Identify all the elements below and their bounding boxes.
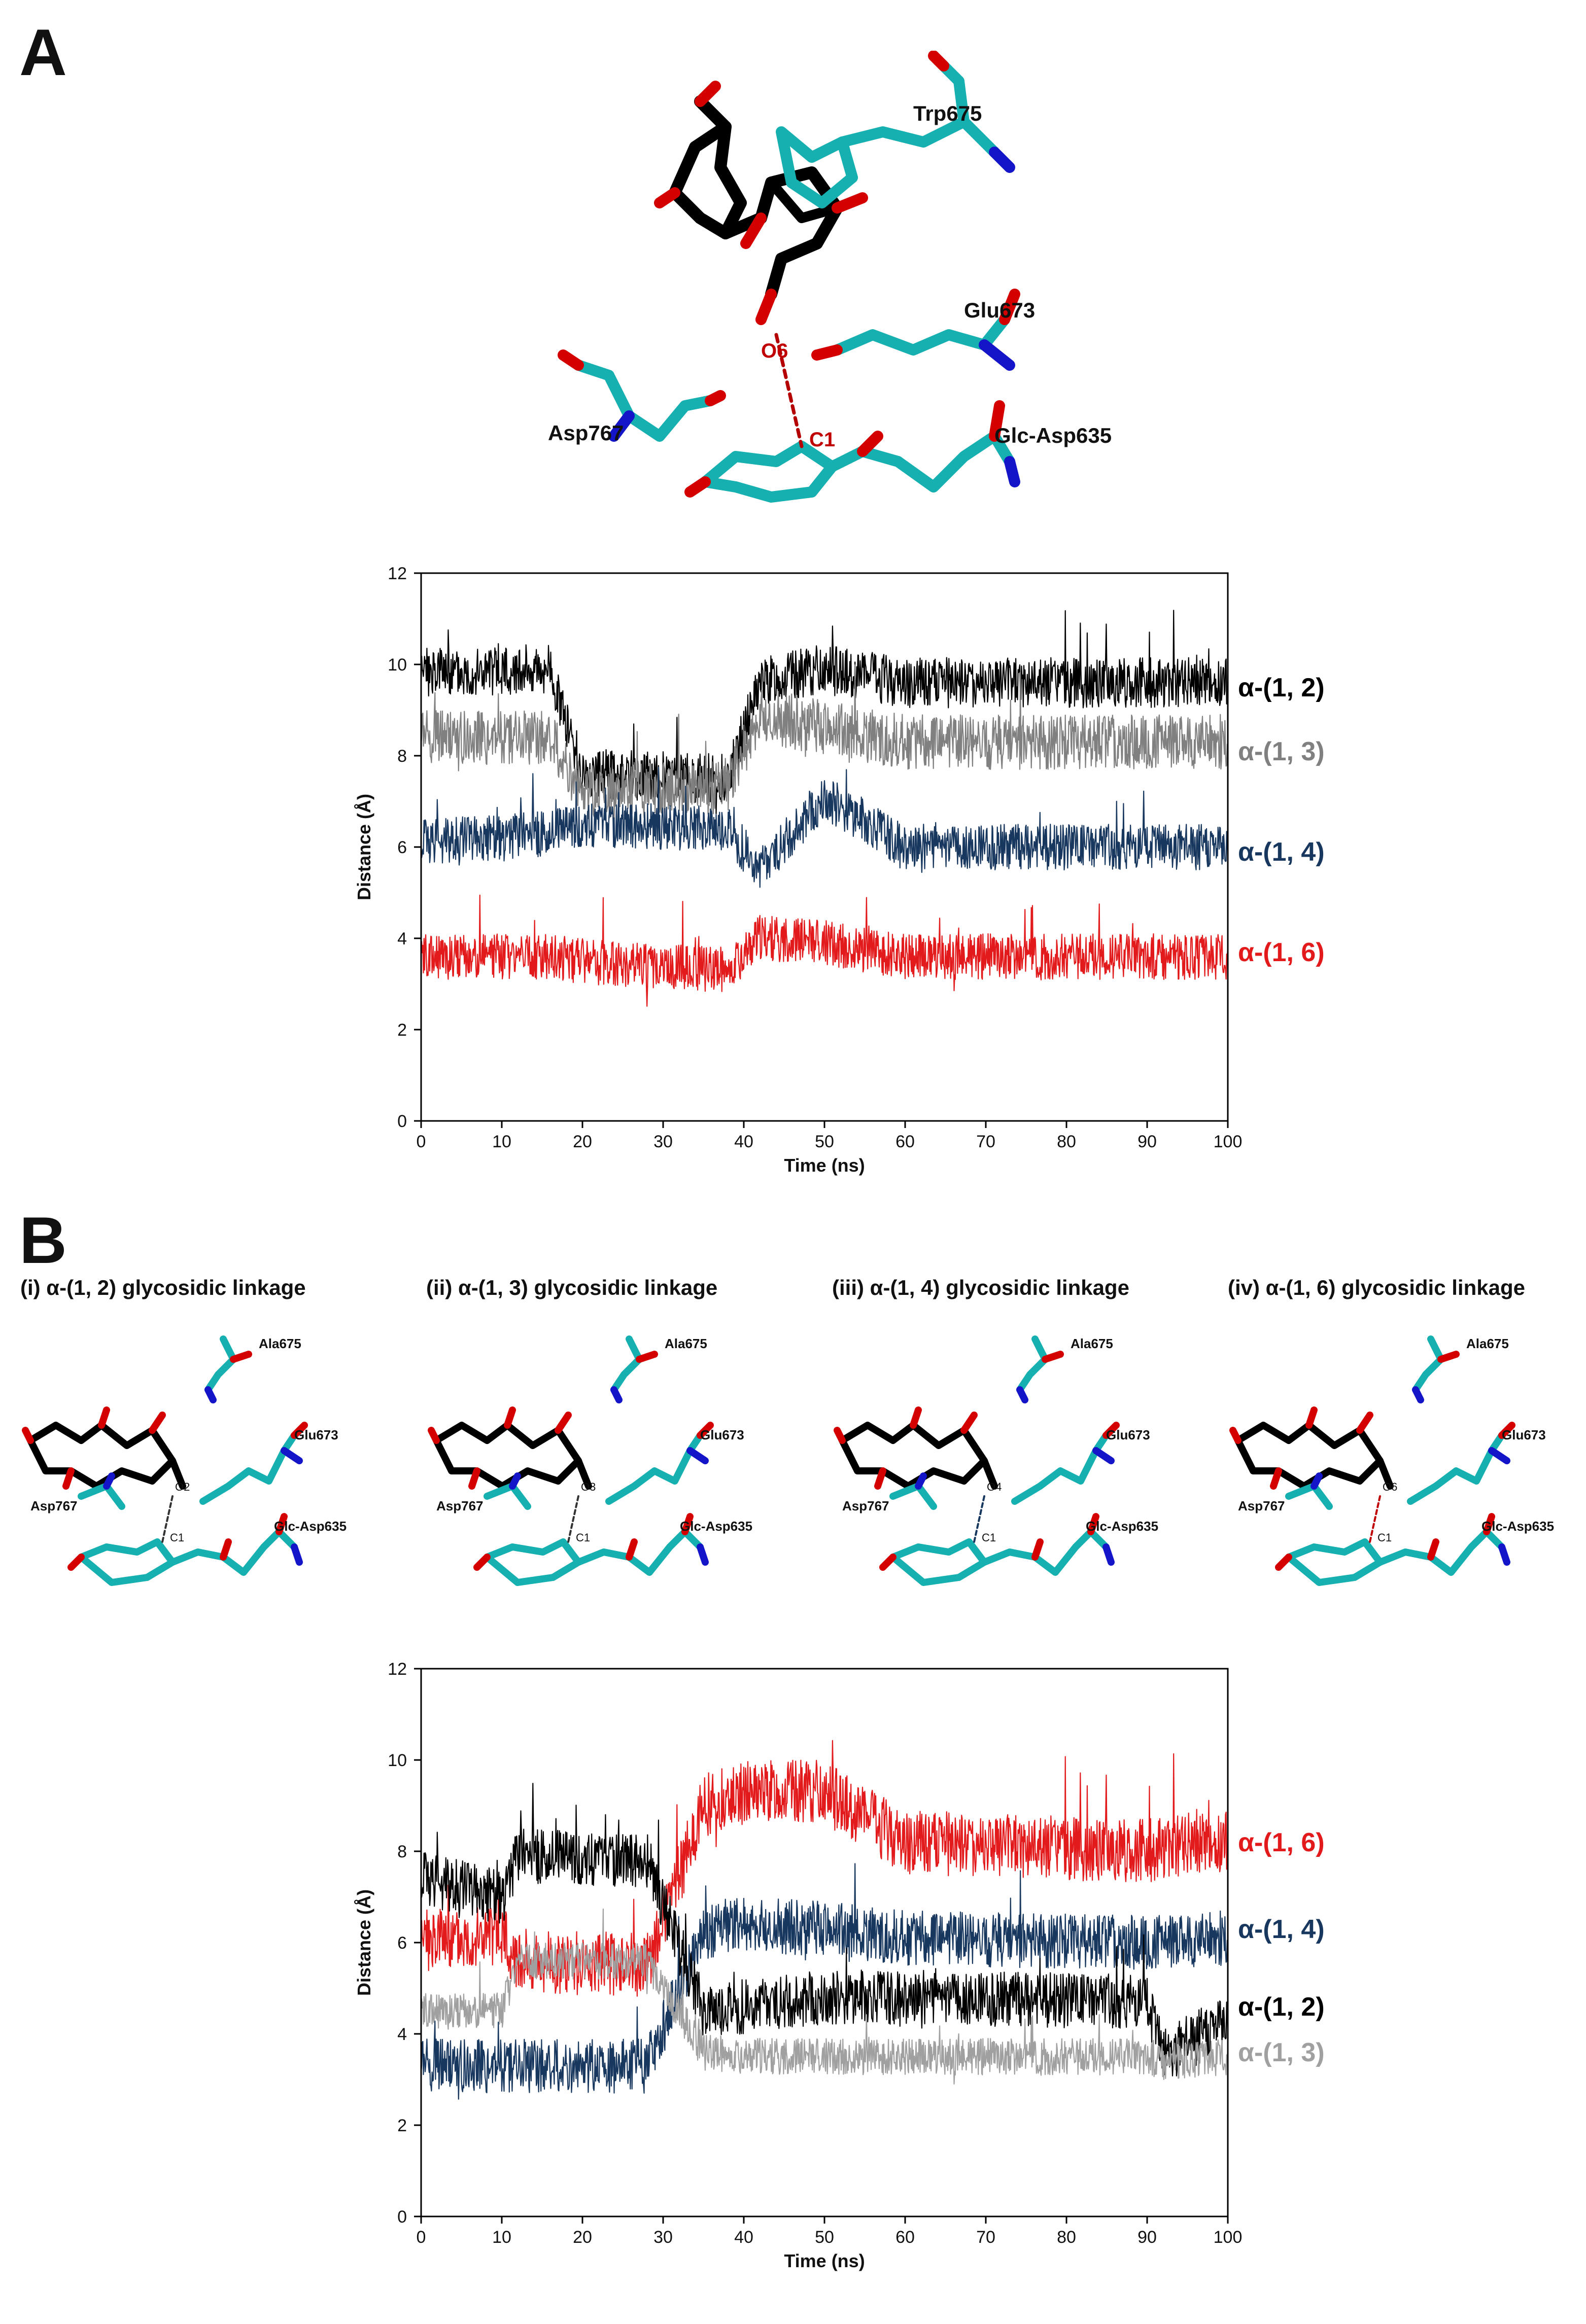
series-line-2 [420, 1863, 1229, 2100]
series-line-3 [420, 766, 1229, 888]
x-tick-label: 0 [417, 1132, 426, 1151]
x-tick-label: 20 [573, 1132, 592, 1151]
panel-a-letter: A [19, 15, 67, 89]
ala675-label-2: Ala675 [665, 1336, 707, 1351]
x-tick-label: 20 [573, 2228, 592, 2247]
x-tick-label: 70 [976, 2228, 995, 2247]
legend-label-2: α-(1, 4) [1238, 1915, 1325, 1944]
c1-atom-label-4: C1 [1377, 1531, 1392, 1544]
x-tick-label: 50 [815, 2228, 834, 2247]
c1-atom-label-1: C1 [170, 1531, 185, 1544]
series-line-1 [420, 610, 1229, 815]
legend-label-1: α-(1, 2) [1238, 673, 1325, 702]
y-tick-label: 4 [397, 929, 407, 948]
y-tick-label: 12 [388, 1660, 407, 1679]
x-tick-label: 60 [895, 2228, 915, 2247]
legend-label-4: α-(1, 6) [1238, 938, 1325, 967]
o-atom-label-4: O6 [1383, 1481, 1398, 1493]
o-atom-label-2: O3 [581, 1481, 596, 1493]
ala675-label-3: Ala675 [1071, 1336, 1113, 1351]
ala675-label-1: Ala675 [259, 1336, 301, 1351]
glu673-label-3: Glu673 [1106, 1427, 1150, 1442]
y-axis-title: Distance (Å) [354, 794, 374, 900]
x-tick-label: 90 [1137, 1132, 1157, 1151]
y-tick-label: 0 [397, 1112, 407, 1131]
series-line-4 [421, 1908, 1229, 2085]
legend-label-4: α-(1, 3) [1238, 2038, 1325, 2067]
y-tick-label: 2 [397, 2116, 407, 2135]
subtitle-iii: (iii) α-(1, 4) glycosidic linkage [832, 1276, 1129, 1299]
x-tick-label: 10 [492, 2228, 511, 2247]
glc-asp635-label: Glc-Asp635 [994, 424, 1112, 447]
x-tick-label: 80 [1057, 1132, 1076, 1151]
chart-a: 0 2 4 6 8 10 12 0 10 20 30 40 50 60 70 80 90 100 Time (ns)… [354, 564, 1325, 1176]
x-tick-label: 80 [1057, 2228, 1076, 2247]
x-tick-label: 60 [895, 1132, 915, 1151]
glc-asp635-label-3: Glc-Asp635 [1086, 1519, 1159, 1534]
y-tick-label: 10 [388, 655, 407, 675]
structure-1 [22, 1335, 308, 1586]
glu673-label-4: Glu673 [1502, 1427, 1546, 1442]
panel-b-letter: B [19, 1203, 67, 1277]
x-tick-label: 0 [417, 2228, 426, 2247]
y-tick-label: 12 [388, 564, 407, 583]
y-tick-label: 0 [397, 2207, 407, 2227]
x-tick-label: 100 [1214, 1132, 1243, 1151]
trp675-label: Trp675 [913, 101, 982, 125]
legend-label-1: α-(1, 6) [1238, 1828, 1325, 1857]
glu673-label-1: Glu673 [294, 1427, 338, 1442]
glu673-label: Glu673 [964, 298, 1036, 322]
y-tick-label: 2 [397, 1020, 407, 1040]
x-tick-label: 30 [653, 1132, 673, 1151]
series-line-3 [420, 1783, 1229, 2076]
subtitle-i: (i) α-(1, 2) glycosidic linkage [20, 1276, 306, 1299]
glc-asp635-label-1: Glc-Asp635 [274, 1519, 347, 1534]
subtitle-iv: (iv) α-(1, 6) glycosidic linkage [1228, 1276, 1525, 1299]
asp767-label-1: Asp767 [30, 1498, 78, 1513]
glc-asp635-label-2: Glc-Asp635 [680, 1519, 753, 1534]
y-tick-label: 8 [397, 747, 407, 766]
o-atom-label-3: O4 [987, 1481, 1002, 1493]
y-axis-title: Distance (Å) [354, 1889, 374, 1996]
y-tick-label: 6 [397, 838, 407, 857]
asp767-label-3: Asp767 [842, 1498, 889, 1513]
subtitle-ii: (ii) α-(1, 3) glycosidic linkage [426, 1276, 718, 1299]
asp767-label-4: Asp767 [1238, 1498, 1285, 1513]
ala675-label-4: Ala675 [1466, 1336, 1509, 1351]
c1-label: C1 [809, 429, 835, 451]
series-line-4 [421, 894, 1229, 1007]
x-tick-label: 90 [1137, 2228, 1157, 2247]
c1-atom-label-2: C1 [576, 1531, 591, 1544]
y-tick-label: 4 [397, 2025, 407, 2044]
glc-asp635-label-4: Glc-Asp635 [1481, 1519, 1555, 1534]
structure-3 [834, 1335, 1120, 1586]
x-axis-title: Time (ns) [784, 2250, 865, 2271]
asp767-label: Asp767 [548, 421, 624, 445]
legend-label-3: α-(1, 4) [1238, 837, 1325, 867]
chart-b: 0 2 4 6 8 10 12 0 10 20 30 40 50 60 70 80 90 100 Time (ns)… [354, 1660, 1325, 2271]
asp767-label-2: Asp767 [436, 1498, 484, 1513]
x-axis-title: Time (ns) [784, 1155, 865, 1176]
x-tick-label: 10 [492, 1132, 511, 1151]
x-tick-label: 40 [734, 2228, 753, 2247]
x-tick-label: 70 [976, 1132, 995, 1151]
structure-2 [428, 1335, 714, 1586]
x-tick-label: 50 [815, 1132, 834, 1151]
glu673-label-2: Glu673 [700, 1427, 744, 1442]
y-tick-label: 10 [388, 1751, 407, 1770]
structure-4 [1229, 1335, 1515, 1586]
legend-label-2: α-(1, 3) [1238, 737, 1325, 766]
c1-atom-label-3: C1 [982, 1531, 996, 1544]
x-tick-label: 30 [653, 2228, 673, 2247]
y-tick-label: 8 [397, 1842, 407, 1861]
panel-a-structure: O6 C1 [558, 51, 1020, 503]
series-line-2 [420, 664, 1229, 820]
o-atom-label-1: O2 [175, 1481, 190, 1493]
series-line-1 [420, 1740, 1229, 1997]
y-tick-label: 6 [397, 1933, 407, 1953]
x-tick-label: 100 [1214, 2228, 1243, 2247]
legend-label-3: α-(1, 2) [1238, 1992, 1325, 2022]
o6-label: O6 [761, 340, 788, 362]
x-tick-label: 40 [734, 1132, 753, 1151]
